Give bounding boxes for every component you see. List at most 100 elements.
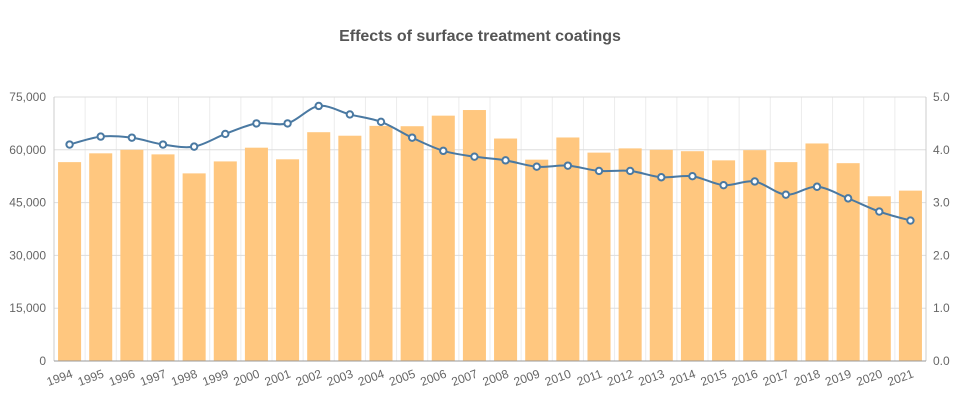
y-left-tick-label: 75,000 bbox=[9, 90, 46, 104]
y-right-tick-label: 3.0 bbox=[933, 196, 950, 210]
chart-title: Effects of surface treatment coatings bbox=[339, 28, 621, 45]
y-right-tick-label: 1.0 bbox=[933, 301, 950, 315]
line-point bbox=[625, 166, 635, 176]
x-tick-label: 1997 bbox=[138, 367, 168, 389]
line-point bbox=[252, 119, 261, 128]
y-left-tick-label: 30,000 bbox=[9, 248, 46, 262]
line-point bbox=[376, 117, 386, 127]
line-point bbox=[470, 152, 479, 161]
line-point bbox=[532, 162, 541, 171]
bar bbox=[898, 190, 922, 361]
bar bbox=[244, 147, 268, 361]
bar bbox=[307, 132, 331, 361]
y-left-tick-label: 45,000 bbox=[9, 196, 46, 210]
x-tick-label: 2016 bbox=[730, 367, 760, 389]
x-tick-label: 2006 bbox=[418, 367, 448, 389]
bar bbox=[774, 162, 798, 361]
bar bbox=[836, 163, 860, 361]
line-point bbox=[65, 140, 74, 149]
y-left-tick-label: 0 bbox=[39, 354, 46, 368]
bar bbox=[494, 138, 518, 361]
bar bbox=[431, 115, 455, 361]
x-tick-label: 2009 bbox=[512, 367, 542, 389]
bar bbox=[712, 160, 736, 361]
line-point bbox=[657, 173, 666, 182]
x-tick-label: 2008 bbox=[481, 367, 511, 389]
x-tick-label: 2019 bbox=[823, 367, 853, 389]
x-tick-label: 1999 bbox=[200, 367, 230, 389]
bar bbox=[649, 149, 673, 361]
line-point bbox=[501, 156, 510, 165]
line-point bbox=[283, 119, 292, 128]
bar bbox=[867, 196, 891, 361]
bar bbox=[618, 148, 642, 361]
line-point bbox=[594, 166, 604, 176]
x-tick-label: 2011 bbox=[575, 367, 604, 389]
bar bbox=[587, 152, 611, 361]
bar-series bbox=[58, 110, 922, 361]
bar bbox=[805, 143, 829, 361]
line-point bbox=[843, 194, 853, 203]
bar bbox=[743, 150, 767, 361]
bar bbox=[400, 126, 424, 361]
line-point bbox=[345, 110, 355, 119]
line-point bbox=[781, 190, 791, 199]
y-left-tick-label: 15,000 bbox=[9, 301, 46, 315]
x-tick-label: 1994 bbox=[45, 367, 75, 389]
x-tick-label: 2021 bbox=[886, 367, 916, 389]
line-point bbox=[127, 133, 137, 142]
line-point bbox=[221, 129, 230, 139]
line-point bbox=[158, 140, 168, 149]
line-point bbox=[439, 146, 448, 156]
line-point bbox=[314, 101, 323, 111]
line-point bbox=[407, 133, 417, 142]
x-tick-label: 2002 bbox=[294, 367, 324, 389]
bar bbox=[213, 161, 237, 361]
bar bbox=[151, 154, 175, 361]
bar bbox=[338, 135, 362, 361]
x-tick-label: 2001 bbox=[263, 367, 293, 389]
y-right-tick-label: 5.0 bbox=[933, 90, 950, 104]
bar bbox=[58, 162, 82, 361]
x-tick-label: 1996 bbox=[107, 367, 137, 389]
bar bbox=[525, 159, 549, 361]
bar bbox=[462, 110, 486, 361]
x-tick-label: 2013 bbox=[636, 367, 666, 389]
x-tick-label: 2015 bbox=[699, 367, 729, 389]
x-tick-label: 2004 bbox=[356, 367, 386, 389]
y-right-tick-label: 4.0 bbox=[933, 143, 950, 157]
x-tick-label: 2010 bbox=[543, 367, 573, 389]
line-point bbox=[906, 216, 915, 225]
x-tick-label: 2012 bbox=[605, 367, 635, 389]
series-line bbox=[69, 104, 911, 222]
bar bbox=[556, 137, 580, 361]
line-point bbox=[96, 132, 105, 141]
line-point bbox=[812, 182, 822, 191]
y-left-tick-label: 60,000 bbox=[9, 143, 46, 157]
x-tick-label: 1998 bbox=[169, 367, 199, 389]
x-tick-label: 2014 bbox=[668, 367, 698, 389]
bar bbox=[182, 173, 206, 361]
line-point bbox=[719, 180, 728, 190]
line-series bbox=[65, 101, 915, 225]
x-tick-label: 2000 bbox=[232, 367, 262, 389]
x-tick-label: 1995 bbox=[76, 367, 106, 389]
line-point bbox=[750, 177, 759, 186]
x-tick-label: 2020 bbox=[854, 367, 884, 389]
bar bbox=[89, 153, 113, 361]
line-point bbox=[189, 142, 199, 151]
line-point bbox=[875, 207, 884, 216]
x-tick-label: 2003 bbox=[325, 367, 355, 389]
bar bbox=[120, 149, 144, 361]
x-tick-label: 2007 bbox=[450, 367, 480, 389]
line-point bbox=[688, 172, 697, 181]
x-tick-label: 2017 bbox=[761, 367, 791, 389]
x-tick-label: 2018 bbox=[792, 367, 822, 389]
y-right-tick-label: 2.0 bbox=[933, 248, 950, 262]
y-right-tick-label: 0.0 bbox=[933, 354, 950, 368]
bar bbox=[276, 159, 300, 361]
x-tick-label: 2005 bbox=[387, 367, 417, 389]
line-point bbox=[563, 161, 573, 170]
